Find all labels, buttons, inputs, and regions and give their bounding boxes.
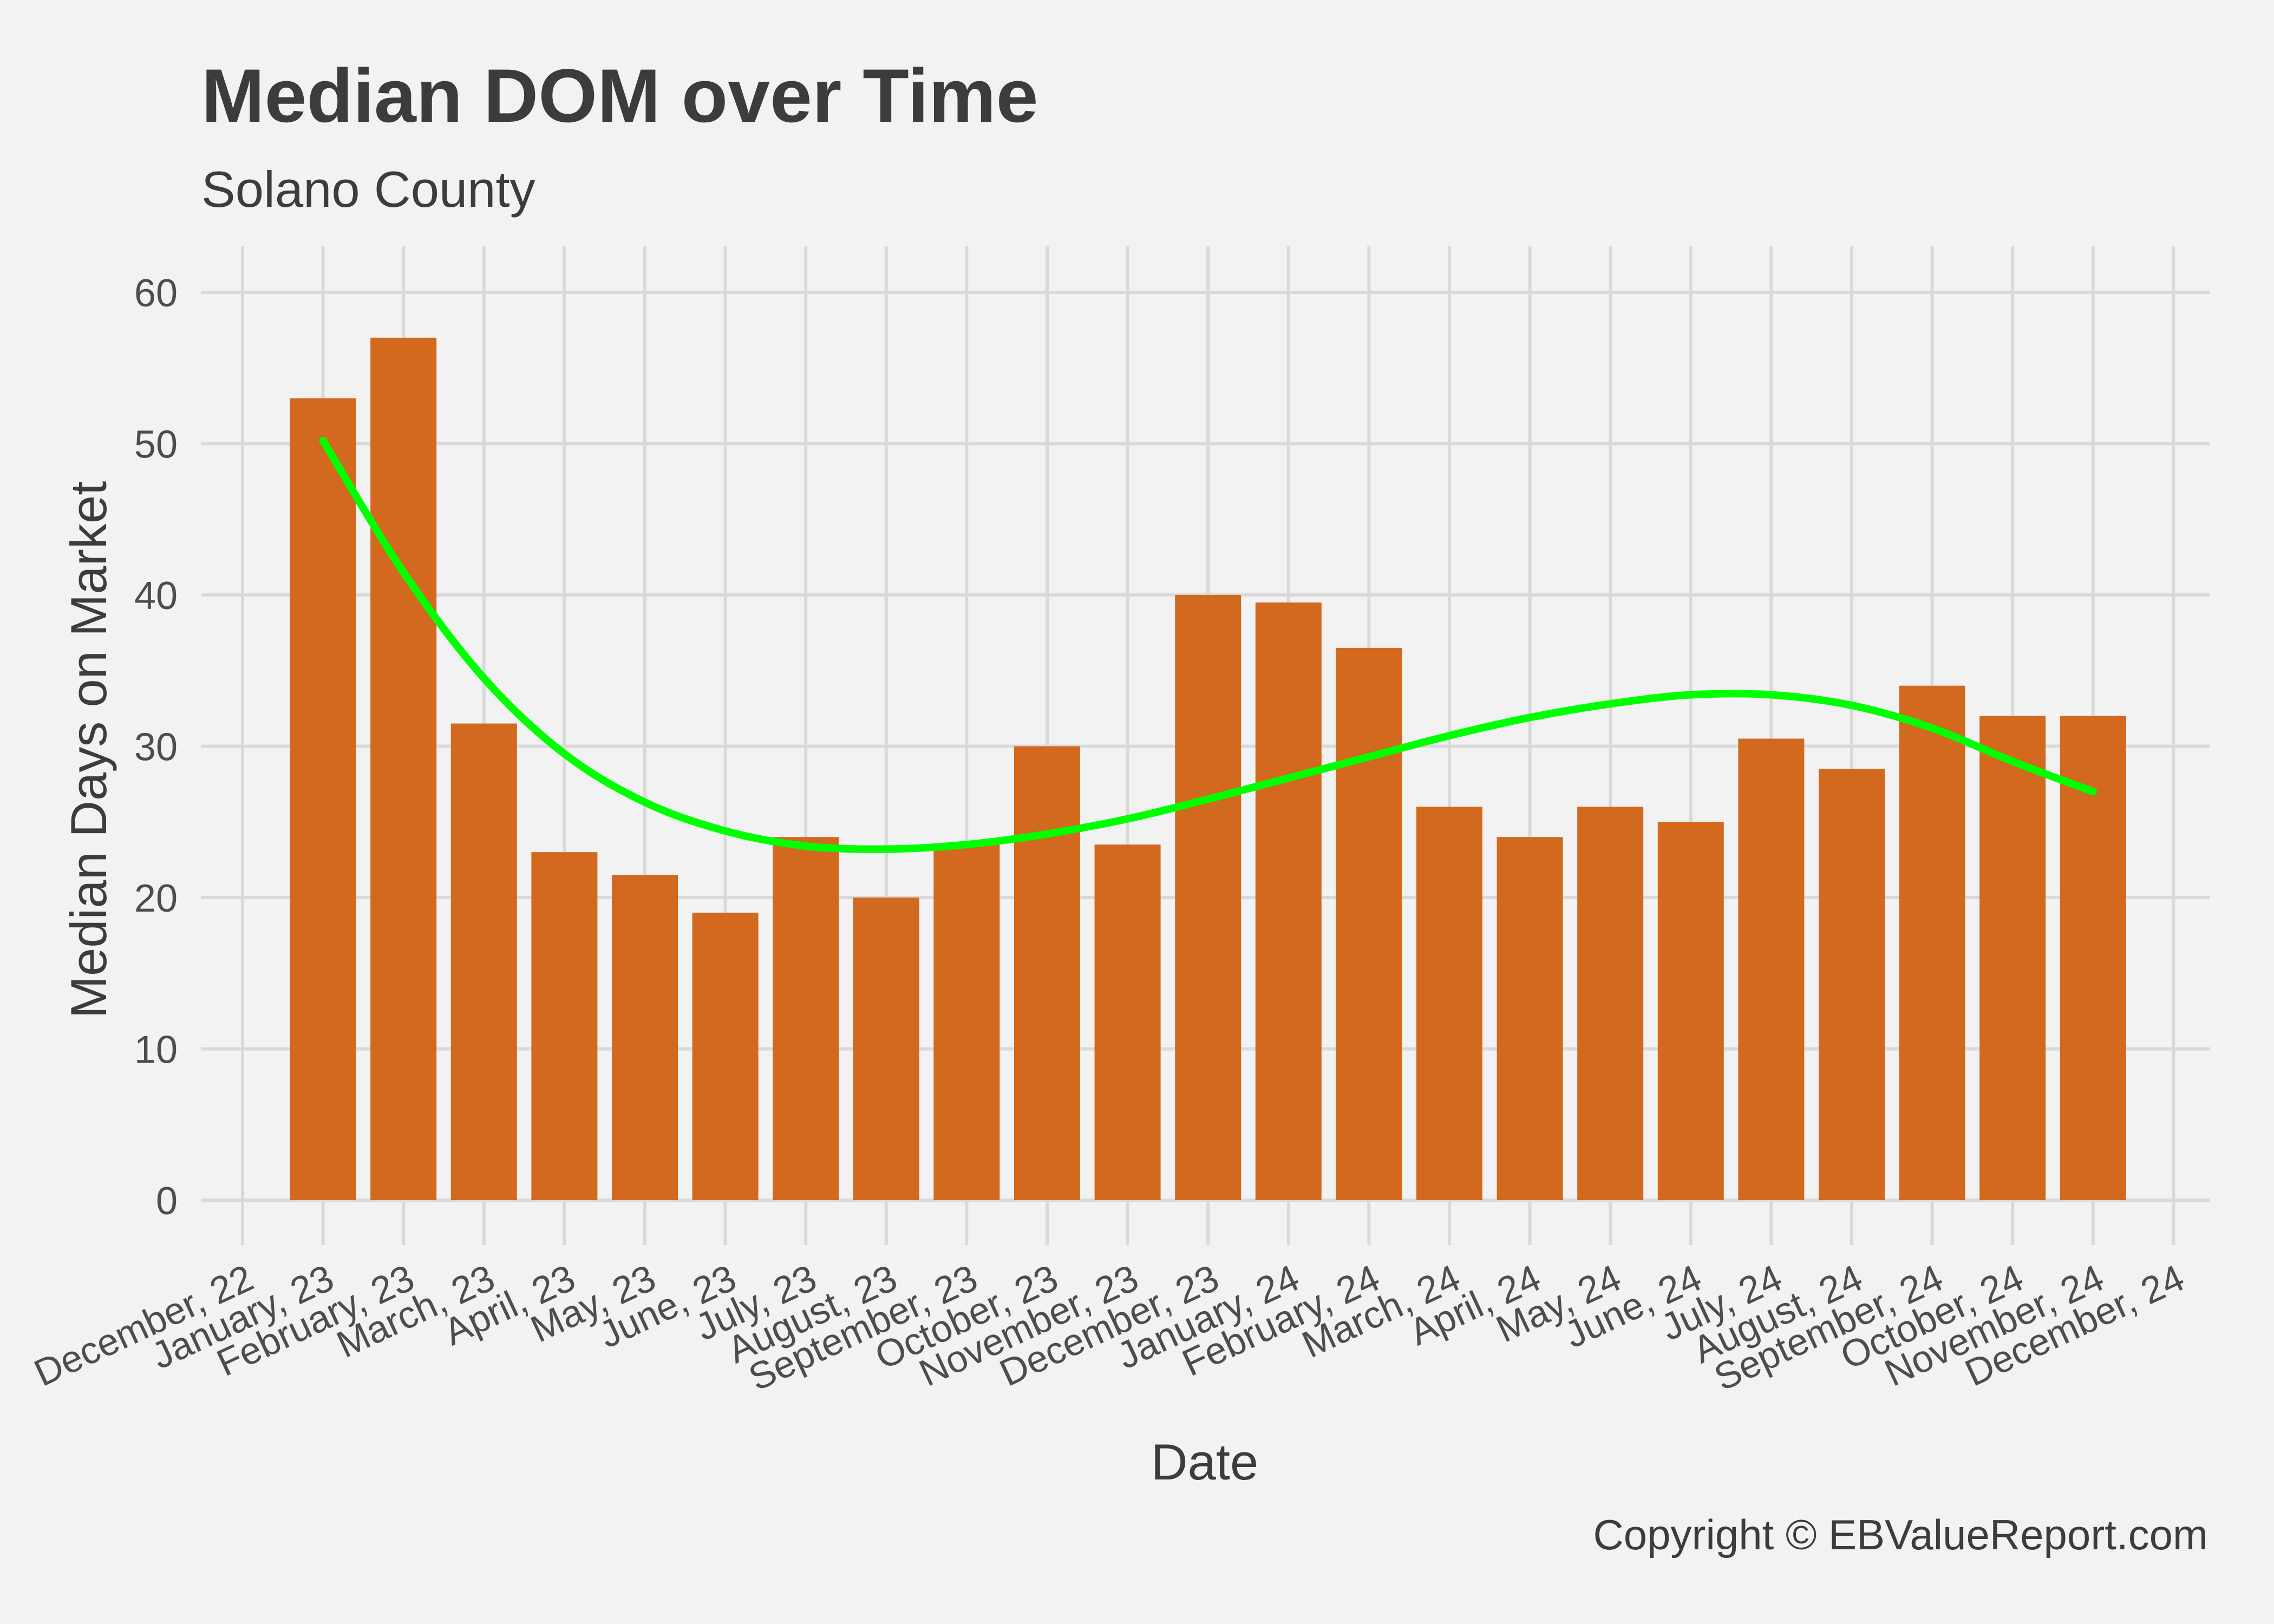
bar (370, 337, 437, 1200)
y-axis-title: Median Days on Market (60, 481, 117, 1019)
bar (290, 398, 356, 1200)
bar (531, 852, 598, 1200)
bar (773, 837, 839, 1200)
bar-layer (290, 337, 2126, 1200)
y-tick-label: 10 (134, 1029, 178, 1072)
bar (933, 844, 1000, 1200)
bar (692, 912, 759, 1200)
bar (1497, 837, 1563, 1200)
x-axis-title: Date (1151, 1433, 1259, 1490)
bar (612, 875, 678, 1200)
bar (1255, 602, 1322, 1200)
y-tick-label: 60 (134, 272, 178, 315)
bar (1979, 716, 2046, 1200)
bar (853, 898, 919, 1200)
bar (1416, 807, 1482, 1200)
chart-title: Median DOM over Time (201, 53, 1038, 138)
y-tick-label: 50 (134, 423, 178, 467)
y-tick-label: 40 (134, 574, 178, 618)
chart-subtitle: Solano County (201, 161, 535, 218)
bar (1175, 595, 1241, 1200)
bar (1336, 647, 1402, 1200)
bar (2060, 716, 2126, 1200)
bar (1014, 746, 1080, 1200)
bar (1577, 807, 1644, 1200)
copyright-notice: Copyright © EBValueReport.com (1593, 1511, 2208, 1558)
bar (1738, 738, 1805, 1200)
bar (1899, 685, 1965, 1200)
y-tick-label: 30 (134, 726, 178, 769)
bar (1094, 844, 1161, 1200)
y-tick-label: 0 (156, 1180, 178, 1223)
trend-layer (319, 436, 2097, 853)
y-tick-label: 20 (134, 877, 178, 920)
bar (450, 723, 517, 1200)
bar (1657, 822, 1724, 1200)
bar (1819, 769, 1885, 1200)
y-tick-labels: 0 10 20 30 40 50 60 (134, 272, 178, 1223)
trend-line (319, 436, 2097, 853)
